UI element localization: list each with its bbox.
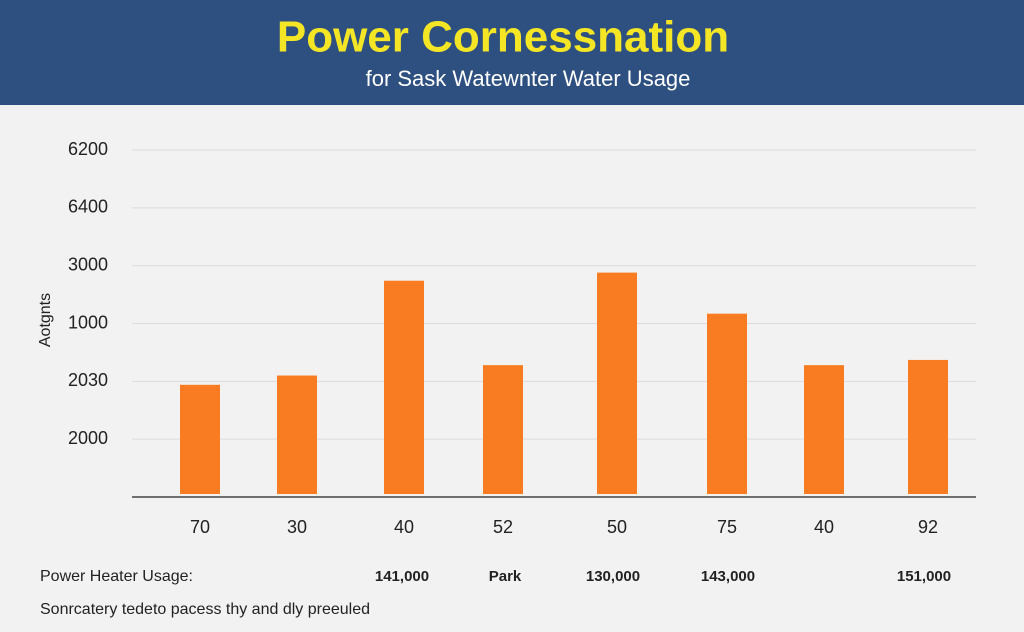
chart-subtitle: for Sask Watewnter Water Usage (366, 66, 691, 91)
chart-title: Power Cornessnation (277, 13, 729, 62)
header (0, 0, 1024, 105)
x-tick-label: 52 (493, 517, 513, 537)
y-tick-label: 1000 (68, 312, 108, 332)
footer-value: 130,000 (586, 568, 640, 585)
bar (180, 384, 220, 494)
footer-value: Park (489, 568, 522, 585)
bar (707, 313, 747, 494)
y-tick-label: 2000 (68, 428, 108, 448)
x-tick-label: 70 (190, 517, 210, 537)
bar (384, 280, 424, 494)
footer-value: 151,000 (897, 568, 951, 585)
x-tick-label: 50 (607, 517, 627, 537)
bar (908, 359, 948, 494)
bar (483, 365, 523, 494)
y-axis-label: Aotgnts (37, 293, 54, 347)
x-tick-label: 30 (287, 517, 307, 537)
y-tick-label: 6400 (68, 197, 108, 217)
y-tick-label: 2030 (68, 370, 108, 390)
bar (597, 272, 637, 494)
y-tick-label: 3000 (68, 254, 108, 274)
footer-value: 141,000 (375, 568, 429, 585)
x-tick-label: 40 (394, 517, 414, 537)
y-tick-label: 6200 (68, 139, 108, 159)
x-tick-label: 40 (814, 517, 834, 537)
bar (277, 375, 317, 494)
note: Sonrcatery tedeto pacess thy and dly pre… (40, 601, 370, 618)
footer-label: Power Heater Usage: (40, 568, 193, 585)
x-tick-label: 92 (918, 517, 938, 537)
footer-value: 143,000 (701, 568, 755, 585)
x-tick-label: 75 (717, 517, 737, 537)
bar (804, 365, 844, 494)
